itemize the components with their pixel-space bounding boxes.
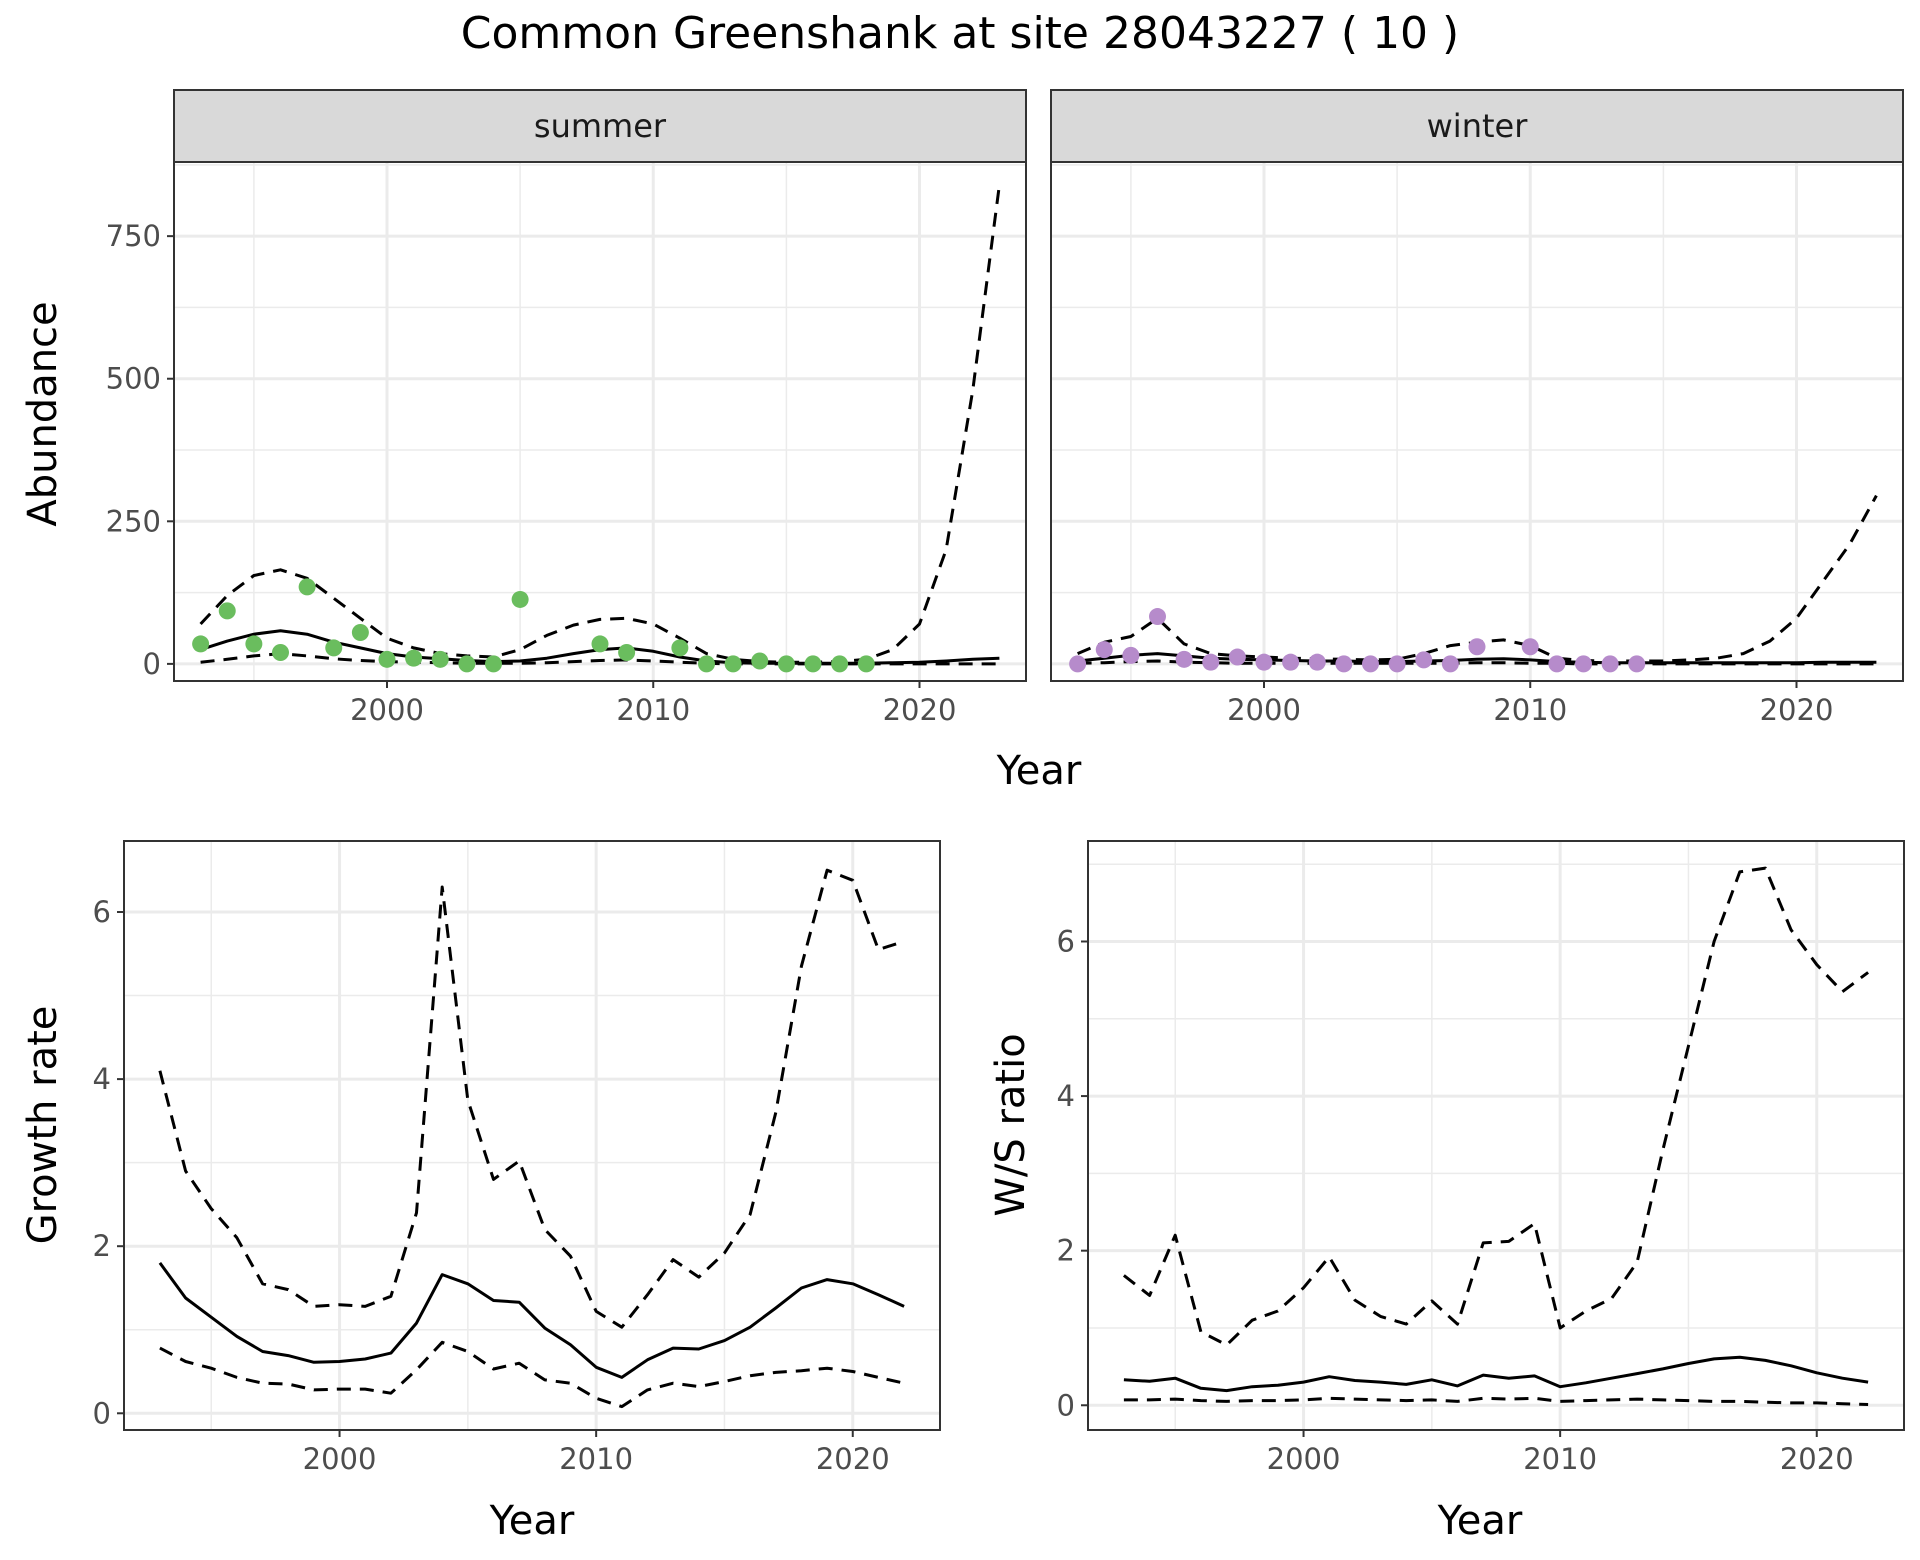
x-tick-label: 2000 xyxy=(1227,693,1301,727)
x-tick-label: 2010 xyxy=(616,693,690,727)
x-tick-label: 2000 xyxy=(1267,1442,1341,1476)
data-point xyxy=(1335,655,1353,673)
data-point xyxy=(1388,655,1406,673)
data-point xyxy=(1468,638,1486,656)
panel-border xyxy=(1050,161,1904,682)
chart-title: Common Greenshank at site 28043227 ( 10 … xyxy=(461,8,1459,59)
y-tick-label: 0 xyxy=(143,647,161,681)
y-tick-label: 2 xyxy=(1057,1234,1075,1268)
y-tick-label: 4 xyxy=(93,1062,111,1096)
top-y-axis-title: Abundance xyxy=(20,301,66,526)
data-point xyxy=(245,635,263,653)
panel-border xyxy=(123,840,941,1431)
x-tick-label: 2010 xyxy=(559,1442,633,1476)
data-point xyxy=(1548,655,1566,673)
data-point xyxy=(298,578,316,596)
data-point xyxy=(1521,638,1539,656)
x-tick-label: 2020 xyxy=(1760,693,1834,727)
data-point xyxy=(1069,655,1087,673)
x-tick-label: 2020 xyxy=(1780,1442,1854,1476)
data-point xyxy=(1202,653,1220,671)
data-point xyxy=(1095,641,1113,659)
y-tick-label: 500 xyxy=(106,362,161,396)
data-point xyxy=(1255,653,1273,671)
data-point xyxy=(1575,655,1592,673)
top-x-axis-title: Year xyxy=(996,748,1082,794)
panel-winter: 2000 2010 2020 xyxy=(1050,161,1904,727)
data-point xyxy=(671,639,689,657)
data-point xyxy=(1441,655,1459,673)
series-line-upper xyxy=(1122,866,1870,1347)
data-point xyxy=(511,590,529,608)
series-line-upper xyxy=(199,184,1001,664)
x-tick-label: 2020 xyxy=(816,1442,890,1476)
x-tick-label: 2000 xyxy=(303,1442,377,1476)
strip-summer xyxy=(173,89,1027,163)
series-line-upper xyxy=(158,868,905,1329)
data-point xyxy=(458,655,476,673)
data-point xyxy=(698,655,715,673)
panel-summer: 2000 2010 2020 0 250 500 750 xyxy=(106,161,1027,727)
series-line-lower xyxy=(200,652,1000,666)
strip-label-winter: winter xyxy=(1427,107,1529,145)
panel-growth: 2000 2010 2020 0 2 4 6 xyxy=(93,840,941,1476)
y-tick-label: 250 xyxy=(106,504,161,538)
data-point xyxy=(431,650,449,668)
panel-border xyxy=(173,161,1027,682)
data-point xyxy=(1228,648,1246,666)
series-line-lower xyxy=(1123,1396,1869,1406)
strip-winter xyxy=(1050,89,1904,163)
data-point xyxy=(378,650,396,668)
data-point xyxy=(751,652,769,670)
data-point xyxy=(1149,608,1166,626)
ratio-y-axis-title: W/S ratio xyxy=(988,1033,1034,1216)
panel-border xyxy=(1087,840,1905,1431)
y-tick-label: 2 xyxy=(93,1229,111,1263)
data-point xyxy=(405,649,423,667)
series-line-lower xyxy=(1077,659,1877,666)
data-point xyxy=(777,655,795,673)
ratio-x-axis-title: Year xyxy=(1437,1498,1523,1544)
series-line-estimate xyxy=(158,1262,905,1379)
data-point xyxy=(1282,653,1300,671)
data-point xyxy=(1601,655,1619,673)
x-tick-label: 2010 xyxy=(1493,693,1567,727)
data-point xyxy=(351,624,369,642)
data-point xyxy=(857,655,875,673)
data-point xyxy=(1122,646,1140,664)
series-line-estimate xyxy=(1123,1355,1869,1393)
data-point xyxy=(804,655,822,673)
data-point xyxy=(591,635,609,653)
data-point xyxy=(218,602,236,620)
data-point xyxy=(1362,655,1379,673)
growth-y-axis-title: Growth rate xyxy=(20,1006,66,1245)
data-point xyxy=(325,639,343,657)
data-point xyxy=(272,643,289,661)
data-point xyxy=(724,655,742,673)
y-tick-label: 6 xyxy=(93,895,111,929)
strip-label-summer: summer xyxy=(534,107,667,145)
y-tick-label: 6 xyxy=(1057,924,1075,958)
data-point xyxy=(192,635,210,653)
series-line-lower xyxy=(159,1340,905,1409)
data-point xyxy=(831,655,849,673)
data-point xyxy=(485,655,502,673)
data-point xyxy=(1175,650,1193,668)
x-tick-label: 2010 xyxy=(1523,1442,1597,1476)
y-tick-label: 750 xyxy=(106,219,161,253)
x-tick-label: 2000 xyxy=(350,693,424,727)
panel-ratio: 2000 2010 2020 0 2 4 6 xyxy=(1057,840,1905,1476)
data-point xyxy=(1415,651,1433,669)
data-point xyxy=(618,643,636,661)
x-tick-label: 2020 xyxy=(883,693,957,727)
growth-x-axis-title: Year xyxy=(489,1498,575,1544)
data-point xyxy=(1628,655,1646,673)
y-tick-label: 0 xyxy=(1057,1388,1075,1422)
y-tick-label: 0 xyxy=(93,1396,111,1430)
data-point xyxy=(1308,653,1326,671)
y-tick-label: 4 xyxy=(1057,1079,1075,1113)
